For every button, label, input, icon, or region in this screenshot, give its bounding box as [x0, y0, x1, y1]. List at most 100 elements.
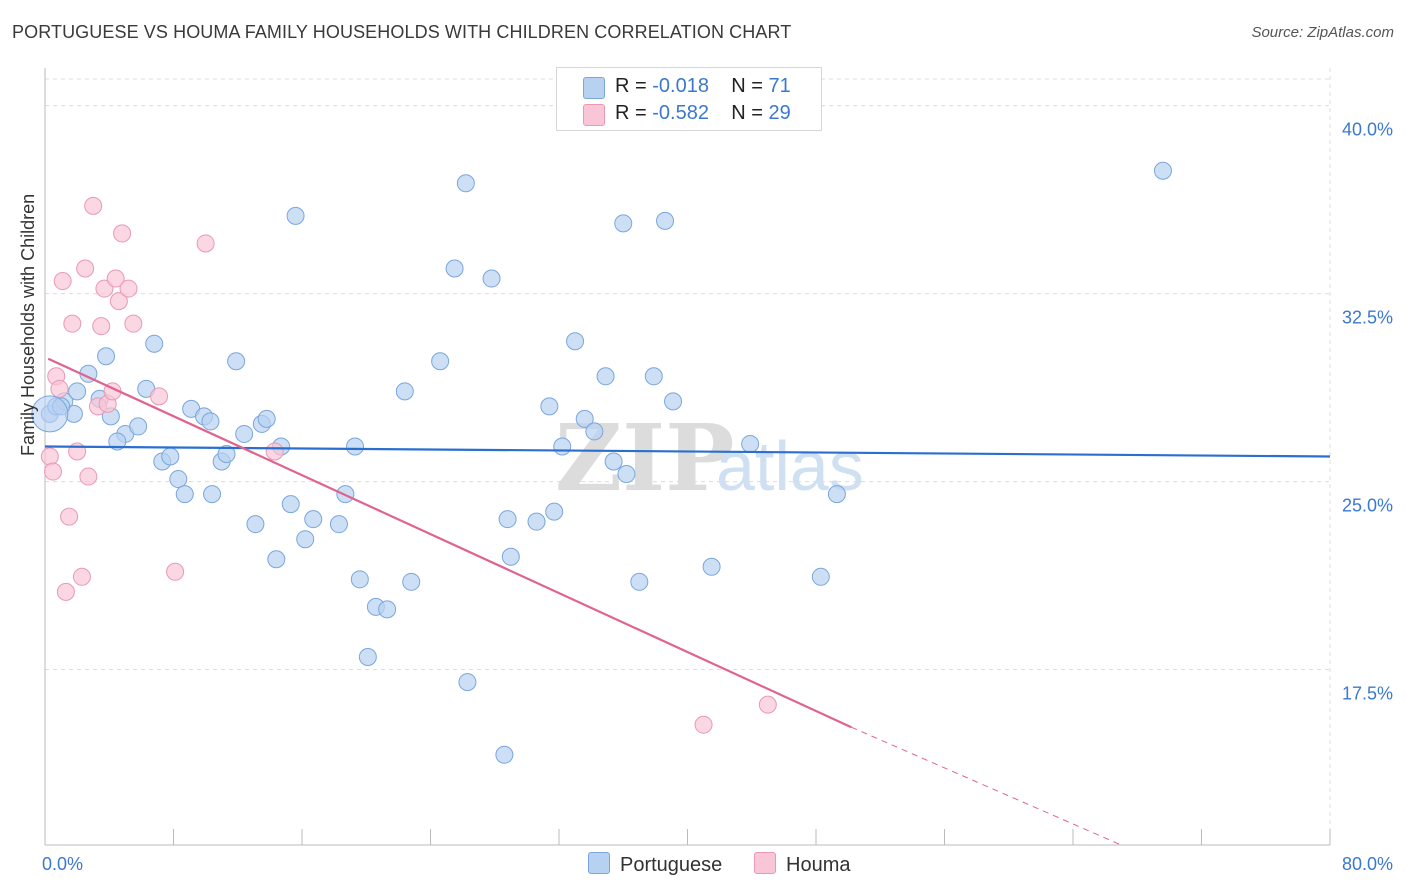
houma-point — [109, 292, 128, 311]
houma-point — [265, 442, 284, 461]
houma-point — [113, 224, 132, 243]
houma-point — [63, 314, 82, 333]
portuguese-point — [175, 485, 194, 504]
houma-point — [124, 314, 143, 333]
portuguese-point — [97, 347, 116, 366]
houma-legend-swatch — [754, 852, 776, 874]
houma-point — [76, 259, 95, 278]
portuguese-point — [402, 572, 421, 591]
houma-point — [694, 715, 713, 734]
portuguese-point — [585, 422, 604, 441]
houma-point — [79, 467, 98, 486]
portuguese-legend-swatch — [588, 852, 610, 874]
y-tick-label-1: 25.0% — [1342, 496, 1393, 516]
houma-point — [44, 462, 63, 481]
portuguese-point — [614, 214, 633, 233]
portuguese-point — [545, 502, 564, 521]
portuguese-point — [644, 367, 663, 386]
portuguese-point — [540, 397, 559, 416]
houma-point — [106, 269, 125, 288]
houma-point — [84, 196, 103, 215]
houma-points — [40, 196, 777, 734]
portuguese-point — [68, 382, 87, 401]
bottom-legend-houma: Houma — [754, 852, 850, 877]
houma-point — [72, 567, 91, 586]
portuguese-point — [664, 392, 683, 411]
portuguese-points — [40, 161, 1172, 764]
correlation-legend: R = -0.018 N = 71 R = -0.582 N = 29 — [556, 67, 822, 131]
portuguese-point — [431, 352, 450, 371]
portuguese-point — [575, 409, 594, 428]
portuguese-point — [203, 485, 222, 504]
houma-point — [196, 234, 215, 253]
portuguese-point — [217, 444, 236, 463]
portuguese-point — [604, 452, 623, 471]
houma-legend-label: Houma — [786, 854, 851, 876]
portuguese-point — [456, 174, 475, 193]
houma-point — [92, 317, 111, 336]
houma-trend-line-extension — [851, 726, 1122, 846]
y-tick-label-2: 32.5% — [1342, 308, 1393, 328]
portuguese-point — [129, 417, 148, 436]
portuguese-point — [257, 409, 276, 428]
portuguese-point — [395, 382, 414, 401]
houma-point — [68, 442, 87, 461]
houma-point — [53, 272, 72, 291]
y-tick-label-3: 40.0% — [1342, 120, 1393, 140]
houma-point — [40, 447, 59, 466]
portuguese-point — [296, 530, 315, 549]
portuguese-point — [267, 550, 286, 569]
portuguese-point — [201, 412, 220, 431]
portuguese-point — [145, 334, 164, 353]
houma-point — [119, 279, 138, 298]
portuguese-point — [286, 206, 305, 225]
portuguese-point — [498, 510, 517, 529]
portuguese-cluster-point — [31, 395, 69, 433]
portuguese-point — [304, 510, 323, 529]
portuguese-point — [161, 447, 180, 466]
x-tick-label-0: 0.0% — [42, 854, 83, 874]
portuguese-trend-line — [44, 445, 1331, 458]
x-tick-label-1: 80.0% — [1342, 854, 1393, 874]
houma-point — [758, 695, 777, 714]
portuguese-point — [227, 352, 246, 371]
portuguese-point — [741, 434, 760, 453]
portuguese-point — [553, 437, 572, 456]
portuguese-point — [811, 567, 830, 586]
portuguese-point — [827, 485, 846, 504]
portuguese-legend-label: Portuguese — [620, 854, 723, 876]
houma-point — [56, 582, 75, 601]
portuguese-point — [458, 673, 477, 692]
source-label: Source: ZipAtlas.com — [1251, 24, 1394, 41]
portuguese-point — [358, 648, 377, 667]
houma-n-label: N = — [731, 102, 763, 124]
portuguese-point — [108, 432, 127, 451]
y-axis-label: Family Households with Children — [18, 193, 38, 456]
portuguese-point — [482, 269, 501, 288]
houma-r-value: -0.582 — [652, 102, 709, 124]
portuguese-point — [566, 332, 585, 351]
portuguese-point — [527, 512, 546, 531]
portuguese-swatch — [583, 77, 605, 99]
houma-trend-line — [47, 357, 852, 729]
portuguese-point — [702, 557, 721, 576]
portuguese-n-value: 71 — [768, 75, 791, 97]
portuguese-point — [596, 367, 615, 386]
portuguese-r-label: R = — [615, 75, 647, 97]
portuguese-point — [281, 495, 300, 514]
portuguese-point — [630, 572, 649, 591]
y-tick-label-0: 17.5% — [1342, 684, 1393, 704]
portuguese-point — [656, 211, 675, 230]
portuguese-n-label: N = — [731, 75, 763, 97]
houma-point — [166, 562, 185, 581]
portuguese-point — [235, 424, 254, 443]
houma-point — [95, 279, 114, 298]
portuguese-point — [495, 745, 514, 764]
portuguese-point — [346, 437, 365, 456]
portuguese-point — [378, 600, 397, 619]
houma-point — [150, 387, 169, 406]
portuguese-r-value: -0.018 — [652, 75, 709, 97]
houma-point — [60, 507, 79, 526]
portuguese-point — [445, 259, 464, 278]
